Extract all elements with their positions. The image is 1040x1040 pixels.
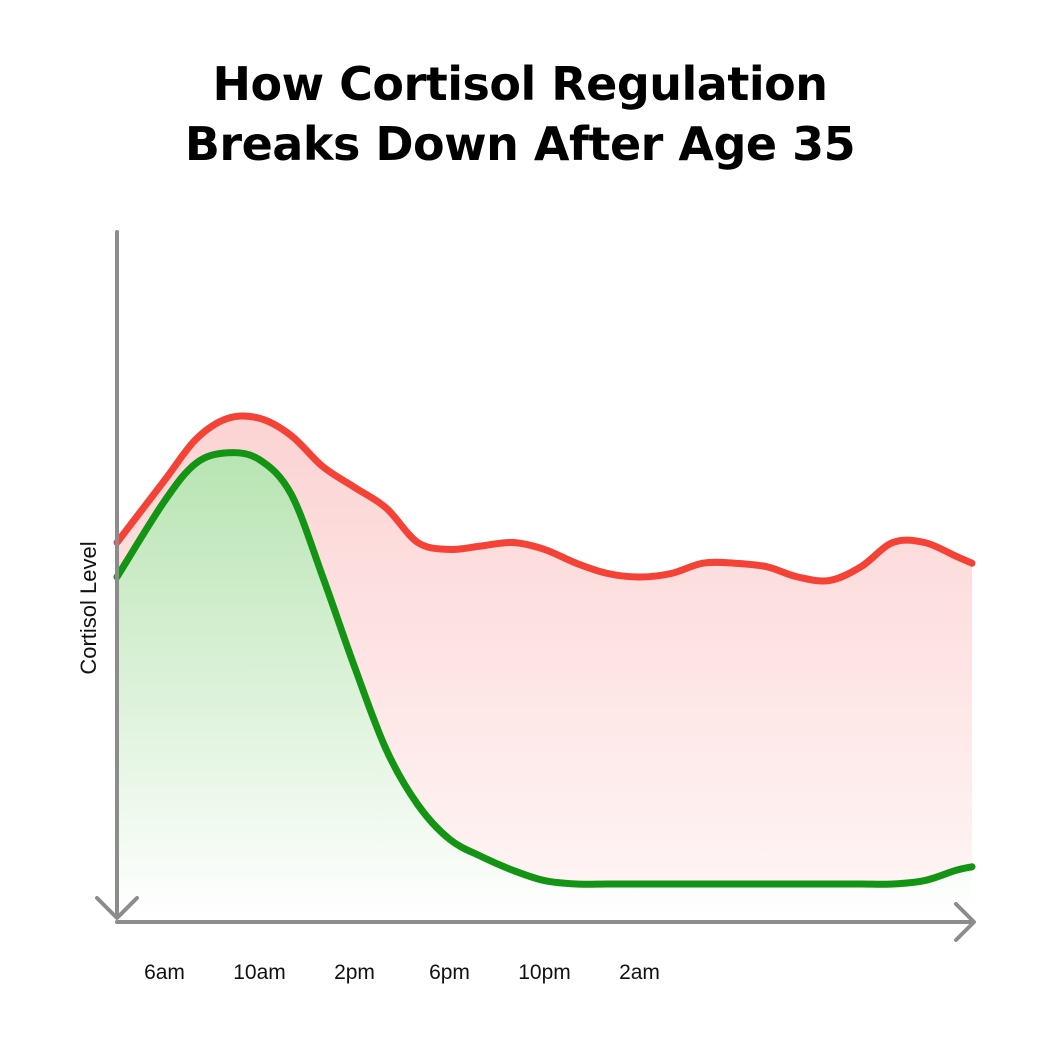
- y-axis: [95, 230, 139, 920]
- x-tick-label: 6am: [144, 961, 185, 984]
- chart-title: How Cortisol Regulation Breaks Down Afte…: [0, 54, 1040, 174]
- chart-title-line-2: Breaks Down After Age 35: [184, 117, 856, 171]
- x-tick-label: 2pm: [334, 961, 375, 984]
- x-tick-label: 10am: [233, 961, 286, 984]
- series-line-healthy: [113, 449, 976, 888]
- healthy-area-fill: [117, 452, 972, 918]
- chart-title-line-1: How Cortisol Regulation: [212, 57, 828, 111]
- series-line-elevated: [113, 412, 976, 585]
- x-tick-label: 10pm: [518, 961, 571, 984]
- x-tick-labels: 6am 10am 2pm 6pm 10pm 2am: [144, 961, 660, 984]
- x-tick-label: 6pm: [429, 961, 470, 984]
- x-axis-arrow-icon: [954, 902, 976, 942]
- x-axis: [115, 902, 976, 942]
- x-tick-label: 2am: [619, 961, 660, 984]
- y-axis-arrow-icon: [95, 896, 139, 920]
- y-axis-label: Cortisol Level: [76, 541, 101, 674]
